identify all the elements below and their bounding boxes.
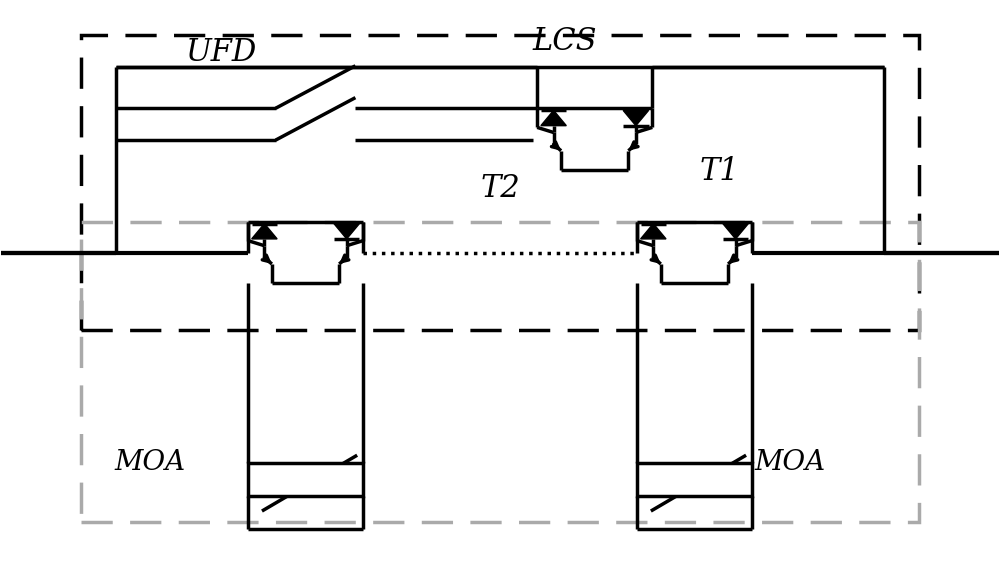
Text: T1: T1 bbox=[700, 156, 739, 187]
Text: T2: T2 bbox=[480, 173, 520, 204]
Polygon shape bbox=[723, 224, 748, 239]
Polygon shape bbox=[334, 224, 359, 239]
Text: MOA: MOA bbox=[115, 450, 186, 476]
Bar bbox=[81, 222, 919, 522]
Text: LCS: LCS bbox=[533, 26, 597, 56]
Polygon shape bbox=[541, 110, 566, 126]
Bar bbox=[81, 35, 919, 330]
Polygon shape bbox=[623, 110, 649, 126]
Polygon shape bbox=[252, 224, 277, 239]
Bar bbox=[248, 463, 363, 496]
Text: UFD: UFD bbox=[185, 37, 256, 68]
Polygon shape bbox=[641, 224, 666, 239]
Bar bbox=[637, 463, 752, 496]
Text: MOA: MOA bbox=[754, 450, 825, 476]
